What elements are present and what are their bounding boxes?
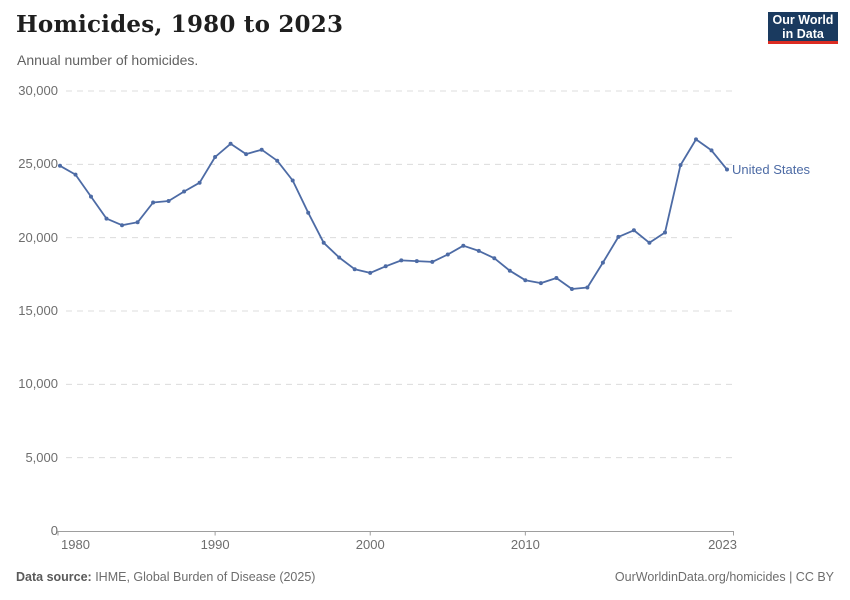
page-title: Homicides, 1980 to 2023 (16, 11, 344, 38)
data-point (476, 248, 481, 253)
data-point (104, 216, 109, 221)
data-point (647, 240, 652, 245)
x-axis-label: 2010 (510, 537, 540, 552)
chart-subtitle: Annual number of homicides. (17, 52, 199, 68)
data-point (694, 137, 698, 142)
x-axis-label: 1990 (200, 537, 230, 552)
y-axis-label: 5,000 (25, 449, 58, 465)
series-label-united-states[interactable]: United States (732, 162, 811, 178)
data-point (306, 210, 311, 215)
data-point (492, 256, 497, 261)
data-point (399, 258, 404, 263)
data-point (213, 155, 218, 159)
data-point (321, 240, 326, 245)
data-point (383, 264, 388, 269)
data-point (414, 259, 419, 264)
data-source-note: Data source: IHME, Global Burden of Dise… (16, 570, 315, 584)
data-point (197, 180, 202, 185)
data-point (182, 189, 187, 194)
data-point (554, 276, 559, 280)
data-point (290, 178, 295, 183)
x-axis-label: 2000 (355, 537, 385, 552)
data-point (89, 194, 93, 199)
data-point (120, 223, 124, 228)
data-point (244, 152, 249, 157)
data-point (445, 252, 450, 257)
y-axis-label: 25,000 (18, 156, 58, 172)
data-point (166, 199, 171, 203)
data-point (709, 148, 714, 153)
data-source-text: IHME, Global Burden of Disease (2025) (91, 570, 316, 584)
data-point (600, 260, 605, 265)
owid-logo[interactable]: Our World in Data (768, 12, 838, 44)
owid-logo-line1: Our World (772, 12, 834, 27)
data-point (725, 167, 729, 172)
data-point (151, 200, 156, 205)
x-axis-label: 1980 (61, 537, 90, 552)
data-point (461, 243, 466, 248)
data-point (678, 163, 683, 168)
data-point (259, 147, 264, 152)
data-point (538, 281, 543, 286)
y-axis-label: 15,000 (18, 303, 58, 318)
data-point (569, 287, 574, 291)
data-point (135, 220, 140, 225)
series-line-united-states (59, 138, 728, 290)
data-point (58, 163, 62, 168)
data-point (73, 172, 78, 177)
y-axis-label: 30,000 (18, 83, 58, 98)
x-axis-label: 2023 (708, 537, 737, 552)
data-source-label: Data source: (16, 570, 92, 584)
footer-license-link[interactable]: OurWorldinData.org/homicides | CC BY (614, 570, 834, 584)
y-axis-label: 10,000 (18, 376, 58, 392)
data-point (616, 234, 621, 239)
data-point (368, 270, 373, 275)
data-point (663, 230, 667, 235)
y-axis-label: 0 (50, 523, 58, 538)
data-point (507, 268, 512, 273)
data-point (337, 255, 342, 260)
data-point (275, 158, 280, 163)
data-point (352, 267, 357, 272)
y-axis-label: 20,000 (18, 229, 58, 245)
data-point (430, 259, 435, 264)
chart-footer: Data source: IHME, Global Burden of Dise… (16, 570, 834, 584)
data-point (585, 285, 590, 290)
data-point (631, 228, 636, 233)
data-point (228, 141, 233, 146)
data-point (523, 278, 528, 283)
owid-logo-line2: in Data (782, 26, 824, 41)
